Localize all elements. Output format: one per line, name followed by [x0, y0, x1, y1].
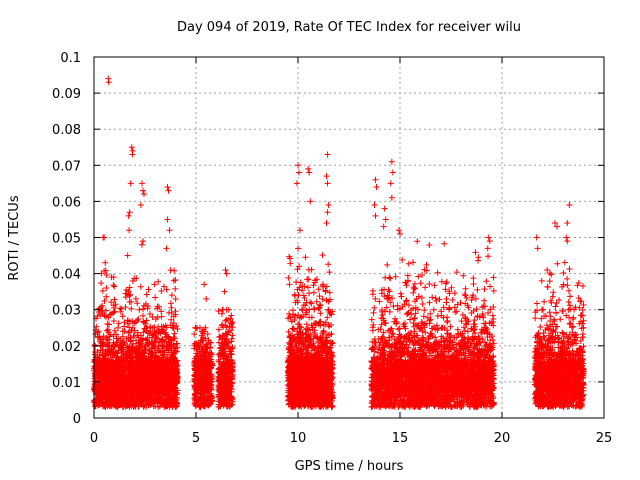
data-point — [320, 328, 327, 335]
data-point — [215, 307, 222, 314]
data-point — [228, 335, 235, 342]
data-point — [293, 279, 300, 286]
data-point — [152, 294, 159, 301]
data-point — [140, 306, 147, 313]
data-point — [285, 274, 292, 281]
data-point — [174, 326, 181, 333]
data-point — [137, 283, 144, 290]
data-point — [325, 261, 332, 268]
data-point — [134, 300, 141, 307]
data-point — [229, 332, 236, 339]
data-point — [103, 271, 110, 278]
data-point — [166, 309, 173, 316]
data-point — [121, 323, 128, 330]
data-point — [139, 312, 146, 319]
data-point — [310, 289, 317, 296]
data-point — [313, 298, 320, 305]
data-point — [136, 306, 143, 313]
data-point — [295, 291, 302, 298]
data-point — [307, 299, 314, 306]
data-point — [319, 295, 326, 302]
data-point — [168, 292, 175, 299]
grid-lines — [94, 57, 604, 418]
data-point — [119, 313, 126, 320]
data-point — [170, 277, 177, 284]
data-point — [167, 267, 174, 274]
data-point — [158, 313, 165, 320]
data-point — [119, 333, 126, 340]
data-point — [168, 304, 175, 311]
data-point — [168, 316, 175, 323]
data-point — [306, 306, 313, 313]
data-point — [228, 312, 235, 319]
data-point — [310, 282, 317, 289]
data-point — [119, 328, 126, 335]
data-point — [128, 305, 135, 312]
data-point — [129, 278, 136, 285]
data-point — [167, 300, 174, 307]
data-point — [111, 283, 118, 290]
data-point — [171, 330, 178, 337]
data-point — [158, 288, 165, 295]
data-point — [117, 305, 124, 312]
data-point — [111, 327, 118, 334]
data-point — [304, 284, 311, 291]
data-point — [99, 287, 106, 294]
data-point — [103, 307, 110, 314]
data-point — [192, 325, 199, 332]
data-point — [172, 285, 179, 292]
data-point — [160, 283, 167, 290]
data-point — [103, 293, 110, 300]
data-point — [126, 298, 133, 305]
data-point — [286, 281, 293, 288]
data-point — [308, 266, 315, 273]
data-point — [103, 327, 110, 334]
data-point — [171, 267, 178, 274]
data-point — [132, 295, 139, 302]
data-point — [316, 293, 323, 300]
data-point — [319, 252, 326, 259]
data-point — [115, 324, 122, 331]
data-point — [218, 310, 225, 317]
data-point — [289, 325, 296, 332]
data-point — [172, 277, 179, 284]
data-point — [172, 296, 179, 303]
data-point — [98, 280, 105, 287]
data-point — [302, 254, 309, 261]
data-point — [140, 329, 147, 336]
data-point — [163, 286, 170, 293]
data-points — [91, 75, 587, 411]
data-point — [110, 282, 117, 289]
